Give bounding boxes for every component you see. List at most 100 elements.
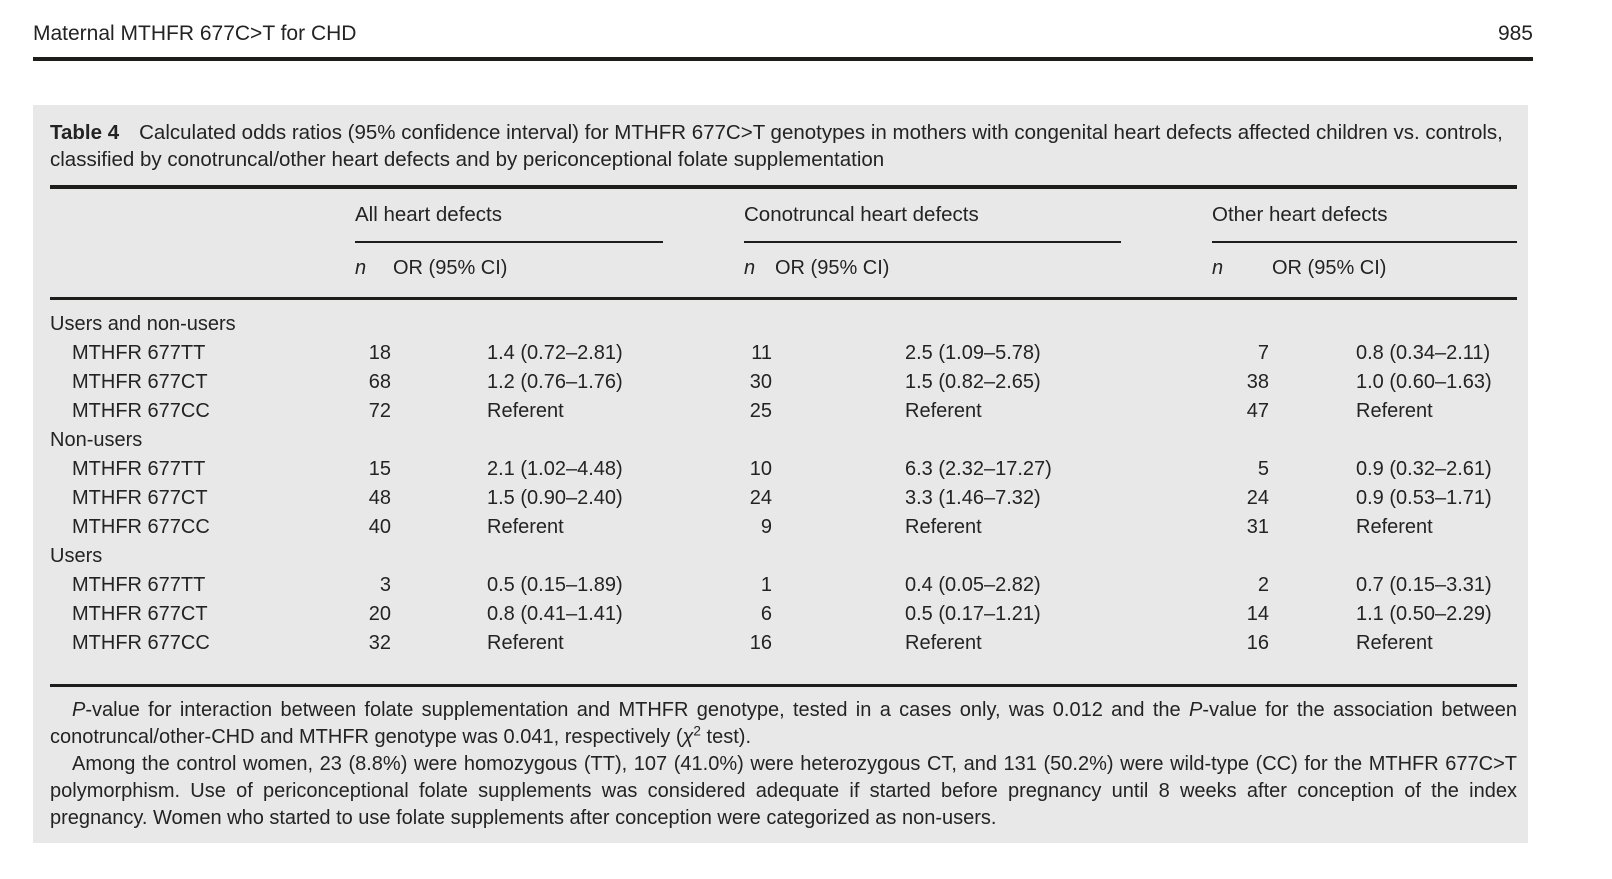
cell-or-all: Referent [487, 400, 564, 422]
cell-n-conotruncal: 1 [760, 574, 772, 596]
table-row: MTHFR 677TT 3 0.5 (0.15–1.89) 1 0.4 (0.05–2.… [50, 571, 1517, 600]
cell-genotype: MTHFR 677CT [72, 371, 208, 393]
cell-or-all: 2.1 (1.02–4.48) [487, 458, 623, 480]
footnote-paragraph: P-value for interaction between folate s… [50, 697, 1517, 751]
subheader-n-conotruncal: n [744, 243, 775, 300]
cell-n-all: 72 [368, 400, 391, 422]
cell-or-all: 1.4 (0.72–2.81) [487, 342, 623, 364]
cell-n-conotruncal: 24 [749, 487, 772, 509]
cell-n-conotruncal: 25 [749, 400, 772, 422]
cell-n-all: 40 [368, 516, 391, 538]
empty-header-cell [50, 187, 355, 243]
section-label: Users [50, 545, 103, 567]
cell-or-conotruncal: 6.3 (2.32–17.27) [905, 458, 1052, 480]
cell-n-other: 14 [1246, 603, 1269, 625]
cell-or-other: 0.7 (0.15–3.31) [1356, 574, 1492, 596]
cell-or-other: Referent [1356, 632, 1433, 654]
cell-genotype: MTHFR 677CC [72, 516, 210, 538]
cell-or-conotruncal: Referent [905, 632, 982, 654]
table-row: MTHFR 677CT 48 1.5 (0.90–2.40) 24 3.3 (1.46–… [50, 484, 1517, 513]
cell-n-other: 24 [1246, 487, 1269, 509]
cell-n-all: 32 [368, 632, 391, 654]
subheader-row: n OR (95% CI) n OR (95% CI) n OR (95% CI… [50, 243, 1518, 300]
cell-n-conotruncal: 16 [749, 632, 772, 654]
table-row: MTHFR 677TT 18 1.4 (0.72–2.81) 11 2.5 (1.09–… [50, 339, 1517, 368]
section-row: Users and non-users [50, 299, 1517, 340]
cell-or-other: Referent [1356, 516, 1433, 538]
cell-n-all: 20 [368, 603, 391, 625]
cell-or-conotruncal: 2.5 (1.09–5.78) [905, 342, 1041, 364]
section-row: Users [50, 542, 1517, 571]
cell-n-other: 16 [1246, 632, 1269, 654]
cell-n-conotruncal: 10 [749, 458, 772, 480]
cell-or-other: 0.9 (0.32–2.61) [1356, 458, 1492, 480]
cell-or-other: 1.0 (0.60–1.63) [1356, 371, 1492, 393]
cell-or-conotruncal: 0.5 (0.17–1.21) [905, 603, 1041, 625]
odds-ratio-table: All heart defects Conotruncal heart defe… [50, 185, 1518, 687]
cell-n-conotruncal: 30 [749, 371, 772, 393]
subheader-or-conotruncal: OR (95% CI) [775, 243, 1212, 300]
table-caption-label: Table 4 [50, 121, 120, 144]
table-row: MTHFR 677CT 68 1.2 (0.76–1.76) 30 1.5 (0.82–… [50, 368, 1517, 397]
cell-or-all: 1.2 (0.76–1.76) [487, 371, 623, 393]
table-row: MTHFR 677CC 40 Referent 9 Referent 31 Referent [50, 513, 1517, 542]
cell-n-other: 38 [1246, 371, 1269, 393]
cell-n-all: 48 [368, 487, 391, 509]
cell-n-conotruncal: 9 [760, 516, 772, 538]
footnote-text: test). [700, 726, 751, 748]
group-header-conotruncal-label: Conotruncal heart defects [744, 201, 1121, 243]
cell-genotype: MTHFR 677TT [72, 342, 206, 364]
table-body: Users and non-users MTHFR 677TT 18 1.4 (0.7… [50, 299, 1517, 686]
footnotes: P-value for interaction between folate s… [50, 697, 1517, 832]
footnote-text: -value for interaction between folate su… [85, 699, 1190, 721]
cell-or-conotruncal: Referent [905, 400, 982, 422]
cell-or-all: Referent [487, 516, 564, 538]
group-header-all: All heart defects [355, 187, 744, 243]
running-head-divider [33, 57, 1533, 61]
cell-or-other: 0.8 (0.34–2.11) [1356, 342, 1491, 364]
table-panel: Table 4 Calculated odds ratios (95% confi… [33, 105, 1528, 843]
cell-n-other: 7 [1257, 342, 1269, 364]
running-head-title: Maternal MTHFR 677C>T for CHD [33, 22, 357, 45]
subheader-or-all: OR (95% CI) [393, 243, 744, 300]
cell-n-conotruncal: 6 [760, 603, 772, 625]
table-row: MTHFR 677CT 20 0.8 (0.41–1.41) 6 0.5 (0.17–1… [50, 600, 1517, 629]
cell-genotype: MTHFR 677CT [72, 487, 208, 509]
subheader-n-other: n [1212, 243, 1272, 300]
cell-or-all: 1.5 (0.90–2.40) [487, 487, 623, 509]
cell-n-all: 15 [368, 458, 391, 480]
cell-or-conotruncal: 1.5 (0.82–2.65) [905, 371, 1041, 393]
cell-n-conotruncal: 11 [751, 342, 772, 364]
cell-or-conotruncal: 0.4 (0.05–2.82) [905, 574, 1041, 596]
footnote-text: -value for the association between conot… [50, 699, 1518, 748]
superscript: 2 [693, 723, 701, 739]
empty-subheader-cell [50, 243, 355, 300]
group-header-other: Other heart defects [1212, 187, 1518, 243]
footnote-text: χ [682, 726, 694, 748]
section-row: Non-users [50, 426, 1517, 455]
cell-n-other: 5 [1257, 458, 1269, 480]
cell-or-other: 0.9 (0.53–1.71) [1356, 487, 1492, 509]
page-number: 985 [1497, 22, 1533, 45]
cell-or-other: Referent [1356, 400, 1433, 422]
group-header-conotruncal: Conotruncal heart defects [744, 187, 1212, 243]
section-label: Non-users [50, 429, 143, 451]
table-header: All heart defects Conotruncal heart defe… [50, 187, 1518, 300]
table-caption-text: Calculated odds ratios (95% confidence i… [50, 121, 1503, 171]
cell-genotype: MTHFR 677CT [72, 603, 208, 625]
subheader-n-all: n [355, 243, 393, 300]
cell-or-all: 0.5 (0.15–1.89) [487, 574, 623, 596]
table-row: MTHFR 677CC 72 Referent 25 Referent 47 Referen… [50, 397, 1517, 426]
cell-or-all: 0.8 (0.41–1.41) [487, 603, 623, 625]
cell-genotype: MTHFR 677CC [72, 400, 210, 422]
footnote-text: Among the control women, 23 (8.8%) were … [50, 753, 1517, 829]
subheader-or-other: OR (95% CI) [1272, 243, 1518, 300]
footnote-text: P [72, 699, 86, 721]
cell-or-conotruncal: 3.3 (1.46–7.32) [905, 487, 1041, 509]
cell-n-all: 18 [368, 342, 391, 364]
running-head: Maternal MTHFR 677C>T for CHD 985 [33, 22, 1533, 46]
cell-or-other: 1.1 (0.50–2.29) [1356, 603, 1492, 625]
cell-n-other: 2 [1257, 574, 1269, 596]
cell-n-all: 3 [379, 574, 391, 596]
cell-n-all: 68 [368, 371, 391, 393]
